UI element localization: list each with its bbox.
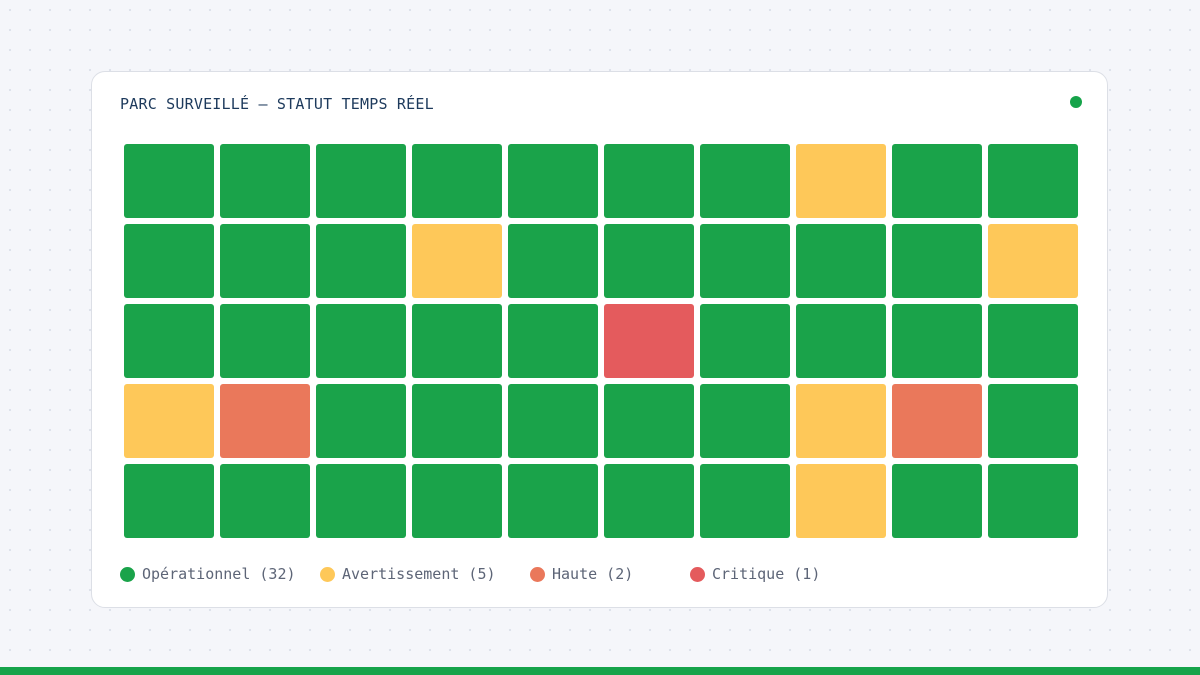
status-cell-r3-c7-operationnel[interactable] (700, 304, 790, 378)
status-cell-r4-c7-operationnel[interactable] (700, 384, 790, 458)
status-cell-r5-c2-operationnel[interactable] (220, 464, 310, 538)
status-cell-r3-c2-operationnel[interactable] (220, 304, 310, 378)
legend-swatch-critique (690, 566, 705, 582)
status-cell-r2-c4-avertissement[interactable] (412, 224, 502, 298)
legend-swatch-haute (530, 566, 545, 582)
legend-item-haute: Haute (2) (530, 565, 633, 583)
status-cell-r2-c1-operationnel[interactable] (124, 224, 214, 298)
status-cell-r3-c10-operationnel[interactable] (988, 304, 1078, 378)
fleet-status-panel: PARC SURVEILLÉ — STATUT TEMPS RÉEL Opéra… (91, 71, 1108, 608)
status-cell-r1-c1-operationnel[interactable] (124, 144, 214, 218)
status-cell-r3-c1-operationnel[interactable] (124, 304, 214, 378)
status-cell-r5-c7-operationnel[interactable] (700, 464, 790, 538)
status-cell-r1-c2-operationnel[interactable] (220, 144, 310, 218)
status-cell-r5-c5-operationnel[interactable] (508, 464, 598, 538)
status-cell-r4-c8-avertissement[interactable] (796, 384, 886, 458)
status-cell-r2-c6-operationnel[interactable] (604, 224, 694, 298)
legend-item-operationnel: Opérationnel (32) (120, 565, 296, 583)
legend-label: Critique (1) (712, 565, 821, 583)
status-cell-r1-c8-avertissement[interactable] (796, 144, 886, 218)
legend-label: Avertissement (5) (342, 565, 496, 583)
status-cell-r2-c3-operationnel[interactable] (316, 224, 406, 298)
status-cell-r3-c5-operationnel[interactable] (508, 304, 598, 378)
live-status-icon (1070, 96, 1082, 108)
status-cell-r1-c4-operationnel[interactable] (412, 144, 502, 218)
status-cell-r5-c8-avertissement[interactable] (796, 464, 886, 538)
status-cell-r3-c9-operationnel[interactable] (892, 304, 982, 378)
status-cell-r5-c6-operationnel[interactable] (604, 464, 694, 538)
status-cell-r5-c4-operationnel[interactable] (412, 464, 502, 538)
status-cell-r5-c10-operationnel[interactable] (988, 464, 1078, 538)
status-cell-r4-c6-operationnel[interactable] (604, 384, 694, 458)
status-cell-r5-c1-operationnel[interactable] (124, 464, 214, 538)
status-cell-r5-c3-operationnel[interactable] (316, 464, 406, 538)
legend-label: Haute (2) (552, 565, 634, 583)
status-cell-r1-c7-operationnel[interactable] (700, 144, 790, 218)
status-cell-r4-c1-avertissement[interactable] (124, 384, 214, 458)
status-cell-r2-c5-operationnel[interactable] (508, 224, 598, 298)
status-cell-r3-c4-operationnel[interactable] (412, 304, 502, 378)
status-cell-r4-c4-operationnel[interactable] (412, 384, 502, 458)
status-cell-r4-c5-operationnel[interactable] (508, 384, 598, 458)
status-cell-r3-c8-operationnel[interactable] (796, 304, 886, 378)
status-cell-r2-c9-operationnel[interactable] (892, 224, 982, 298)
legend-item-critique: Critique (1) (690, 565, 820, 583)
legend: Opérationnel (32) Avertissement (5) Haut… (120, 565, 1080, 583)
status-grid (124, 144, 1078, 538)
status-cell-r4-c9-haute[interactable] (892, 384, 982, 458)
status-cell-r1-c5-operationnel[interactable] (508, 144, 598, 218)
legend-item-avertissement: Avertissement (5) (320, 565, 496, 583)
status-cell-r4-c10-operationnel[interactable] (988, 384, 1078, 458)
status-cell-r2-c2-operationnel[interactable] (220, 224, 310, 298)
status-cell-r2-c7-operationnel[interactable] (700, 224, 790, 298)
legend-swatch-avertissement (320, 566, 335, 582)
bottom-accent-bar (0, 667, 1200, 675)
status-cell-r1-c6-operationnel[interactable] (604, 144, 694, 218)
legend-label: Opérationnel (32) (142, 565, 296, 583)
legend-swatch-operationnel (120, 566, 135, 582)
status-cell-r2-c8-operationnel[interactable] (796, 224, 886, 298)
status-cell-r2-c10-avertissement[interactable] (988, 224, 1078, 298)
status-cell-r4-c3-operationnel[interactable] (316, 384, 406, 458)
panel-title: PARC SURVEILLÉ — STATUT TEMPS RÉEL (120, 95, 434, 113)
status-cell-r3-c6-critique[interactable] (604, 304, 694, 378)
status-cell-r5-c9-operationnel[interactable] (892, 464, 982, 538)
status-cell-r4-c2-haute[interactable] (220, 384, 310, 458)
status-cell-r1-c9-operationnel[interactable] (892, 144, 982, 218)
status-cell-r3-c3-operationnel[interactable] (316, 304, 406, 378)
status-cell-r1-c10-operationnel[interactable] (988, 144, 1078, 218)
status-cell-r1-c3-operationnel[interactable] (316, 144, 406, 218)
